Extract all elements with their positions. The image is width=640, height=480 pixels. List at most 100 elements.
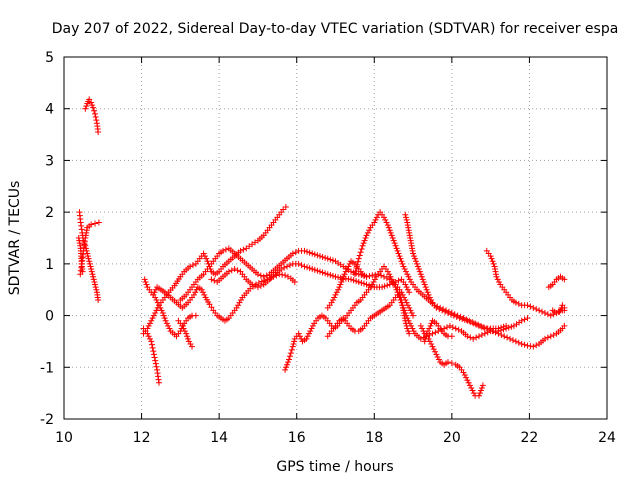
data-point-marker bbox=[461, 316, 468, 323]
data-point-marker bbox=[422, 284, 429, 291]
data-point-marker bbox=[397, 294, 404, 301]
data-point-marker bbox=[493, 273, 500, 280]
data-point-marker bbox=[350, 277, 357, 284]
data-point-marker bbox=[282, 203, 289, 210]
data-point-marker bbox=[148, 317, 155, 324]
data-point-marker bbox=[369, 272, 376, 279]
data-point-marker bbox=[504, 334, 511, 341]
data-point-marker bbox=[527, 303, 534, 310]
data-point-marker bbox=[201, 291, 208, 298]
y-tick-label: -1 bbox=[40, 360, 54, 376]
data-point-marker bbox=[382, 216, 389, 223]
data-point-marker bbox=[189, 262, 196, 269]
data-point-marker bbox=[408, 309, 415, 316]
data-point-marker bbox=[500, 323, 507, 330]
data-point-marker bbox=[399, 260, 406, 267]
data-point-marker bbox=[411, 253, 418, 260]
y-tick-label: 0 bbox=[45, 309, 54, 325]
data-point-marker bbox=[413, 260, 420, 267]
data-point-marker bbox=[150, 348, 157, 355]
data-point-marker bbox=[518, 341, 525, 348]
data-point-marker bbox=[430, 346, 437, 353]
data-point-marker bbox=[329, 257, 336, 264]
x-tick-label: 20 bbox=[443, 430, 461, 446]
data-point-marker bbox=[282, 366, 289, 373]
data-point-marker bbox=[179, 322, 186, 329]
data-point-marker bbox=[396, 253, 403, 260]
data-point-marker bbox=[449, 324, 456, 331]
data-point-marker bbox=[152, 309, 159, 316]
plot-frame bbox=[63, 56, 608, 420]
data-point-marker bbox=[292, 249, 299, 256]
data-point-marker bbox=[304, 248, 311, 255]
data-point-marker bbox=[381, 283, 388, 290]
data-point-marker bbox=[397, 291, 404, 298]
series-arc-9 bbox=[175, 317, 195, 350]
data-point-marker bbox=[86, 96, 93, 103]
data-point-marker bbox=[439, 307, 446, 314]
data-point-marker bbox=[86, 260, 93, 267]
data-point-marker bbox=[353, 278, 360, 285]
data-point-marker bbox=[420, 278, 427, 285]
data-point-marker bbox=[387, 229, 394, 236]
data-point-marker bbox=[258, 278, 265, 285]
data-point-marker bbox=[530, 343, 537, 350]
data-point-marker bbox=[427, 322, 434, 329]
data-point-marker bbox=[405, 328, 412, 335]
data-point-marker bbox=[383, 219, 390, 226]
data-point-marker bbox=[495, 325, 502, 332]
data-point-marker bbox=[426, 338, 433, 345]
data-point-marker bbox=[335, 274, 342, 281]
x-tick-label: 16 bbox=[288, 430, 306, 446]
series-arc-1 bbox=[82, 96, 102, 135]
data-point-marker bbox=[295, 330, 302, 337]
data-point-marker bbox=[146, 335, 153, 342]
x-tick-label: 24 bbox=[598, 430, 616, 446]
data-point-marker bbox=[163, 320, 170, 327]
data-point-marker bbox=[153, 363, 160, 370]
data-point-marker bbox=[521, 316, 528, 323]
data-point-marker bbox=[327, 272, 334, 279]
data-point-marker bbox=[459, 316, 466, 323]
data-point-marker bbox=[84, 253, 91, 260]
data-point-marker bbox=[86, 258, 93, 265]
data-point-marker bbox=[544, 334, 551, 341]
data-point-marker bbox=[162, 317, 169, 324]
data-point-marker bbox=[324, 255, 331, 262]
data-point-marker bbox=[279, 271, 286, 278]
data-point-marker bbox=[305, 330, 312, 337]
data-point-marker bbox=[512, 299, 519, 306]
data-point-marker bbox=[370, 278, 377, 285]
data-point-marker bbox=[501, 333, 508, 340]
data-point-marker bbox=[306, 265, 313, 272]
data-point-marker bbox=[488, 255, 495, 262]
data-point-marker bbox=[295, 260, 302, 267]
data-point-marker bbox=[403, 322, 410, 329]
data-point-marker bbox=[476, 333, 483, 340]
data-point-marker bbox=[369, 281, 376, 288]
data-point-marker bbox=[282, 272, 289, 279]
data-point-marker bbox=[150, 351, 157, 358]
data-point-marker bbox=[539, 308, 546, 315]
data-point-marker bbox=[208, 276, 215, 283]
data-point-marker bbox=[402, 320, 409, 327]
data-point-marker bbox=[289, 343, 296, 350]
data-point-marker bbox=[407, 307, 414, 314]
data-point-marker bbox=[231, 266, 238, 273]
data-point-marker bbox=[336, 284, 343, 291]
data-point-marker bbox=[314, 252, 321, 259]
data-point-marker bbox=[392, 284, 399, 291]
data-point-marker bbox=[550, 311, 557, 318]
data-point-marker bbox=[311, 251, 318, 258]
data-point-marker bbox=[561, 322, 568, 329]
data-point-marker bbox=[463, 374, 470, 381]
x-tick-label: 14 bbox=[210, 430, 228, 446]
data-point-marker bbox=[406, 276, 413, 283]
data-point-marker bbox=[184, 333, 191, 340]
data-point-marker bbox=[494, 276, 501, 283]
data-point-marker bbox=[188, 343, 195, 350]
data-point-marker bbox=[358, 245, 365, 252]
data-point-marker bbox=[354, 258, 361, 265]
data-point-marker bbox=[402, 214, 409, 221]
